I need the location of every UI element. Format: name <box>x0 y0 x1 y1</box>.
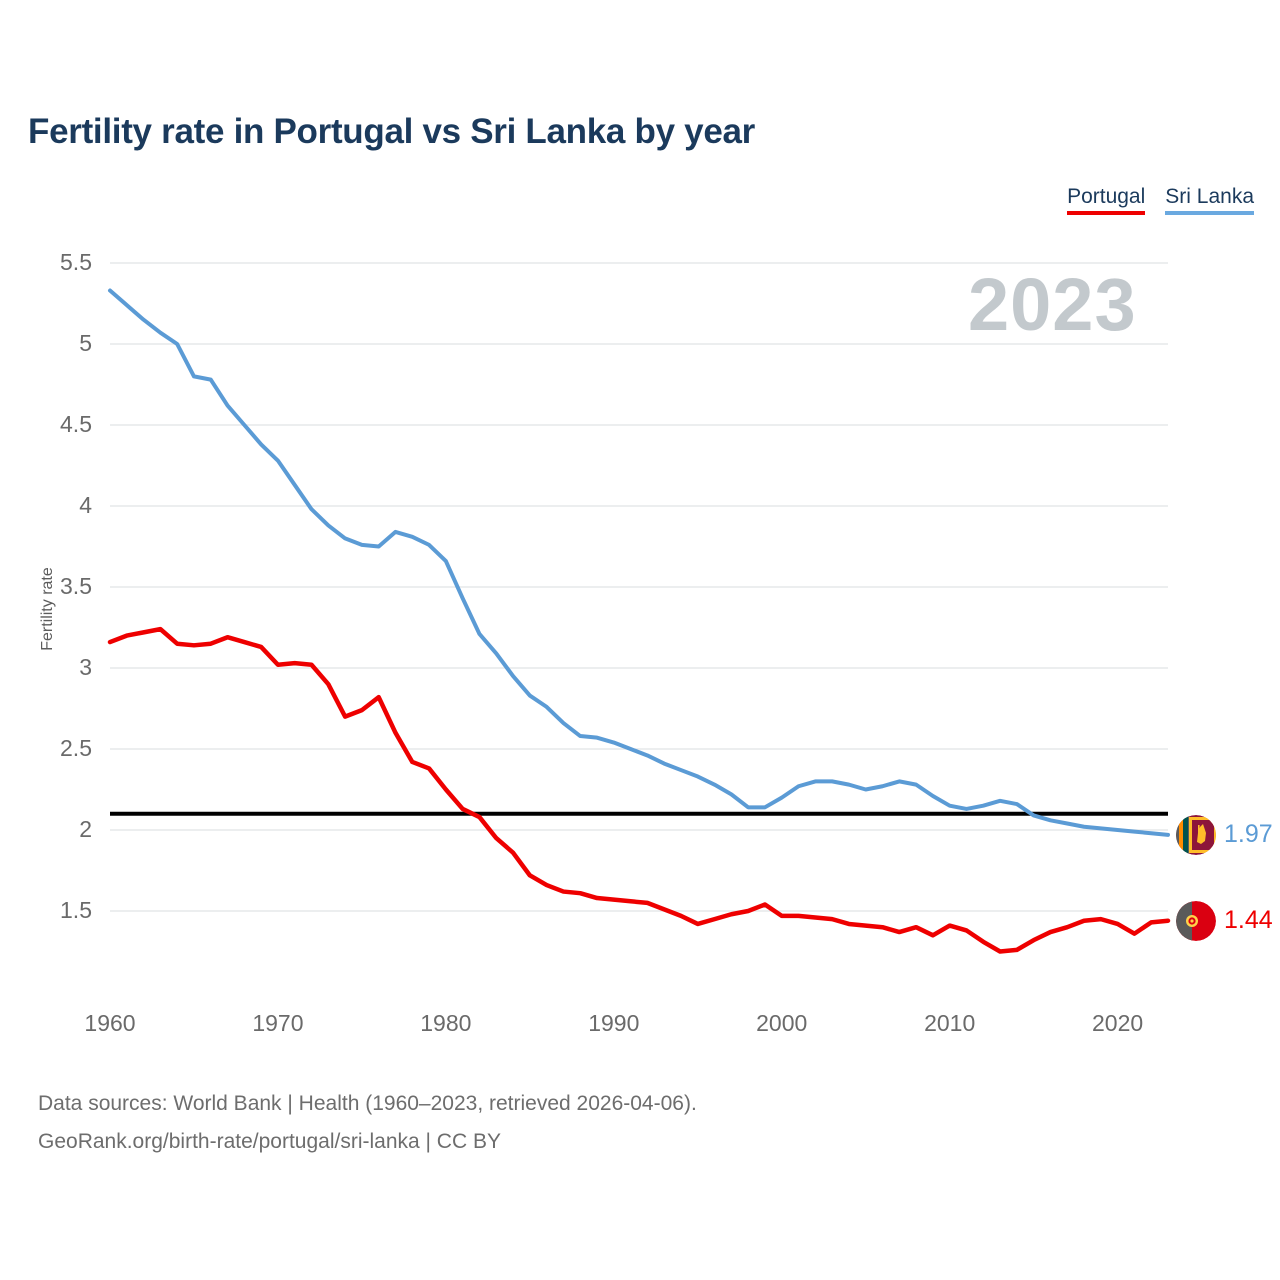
portugal-flag-icon <box>1176 900 1216 941</box>
sri-lanka-flag-icon <box>1176 814 1216 855</box>
legend-item-portugal[interactable]: Portugal <box>1067 184 1146 215</box>
legend: Portugal Sri Lanka <box>1067 184 1254 215</box>
y-axis-tick-label: 2.5 <box>60 735 92 761</box>
page-title: Fertility rate in Portugal vs Sri Lanka … <box>28 112 756 151</box>
footer-line-1: Data sources: World Bank | Health (1960–… <box>38 1092 697 1115</box>
legend-label-portugal: Portugal <box>1067 185 1146 208</box>
watermark-year: 2023 <box>968 263 1137 346</box>
footer-line-2: GeoRank.org/birth-rate/portugal/sri-lank… <box>38 1130 501 1153</box>
x-axis-tick-label: 2000 <box>756 1010 808 1036</box>
endpoint-value-portugal: 1.44 <box>1224 905 1273 934</box>
x-axis-tick-label: 1970 <box>252 1010 304 1036</box>
legend-color-swatch-portugal <box>1067 211 1146 215</box>
y-axis-tick-label: 3.5 <box>60 573 92 599</box>
x-axis-tick-label: 1990 <box>588 1010 640 1036</box>
x-axis-tick-label: 2010 <box>924 1010 976 1036</box>
y-axis-tick-label: 4 <box>79 492 92 518</box>
legend-color-swatch-sri-lanka <box>1165 211 1254 215</box>
footer-attribution: Data sources: World Bank | Health (1960–… <box>38 1085 697 1161</box>
endpoint-value-sri-lanka: 1.97 <box>1224 819 1273 848</box>
x-axis-tick-label: 1960 <box>84 1010 136 1036</box>
series-line-sri-lanka <box>108 288 1170 837</box>
x-axis-tick-label: 2020 <box>1092 1010 1144 1036</box>
legend-label-sri-lanka: Sri Lanka <box>1165 185 1254 208</box>
y-axis-tick-label: 2 <box>79 816 92 842</box>
y-axis-tick-label: 3 <box>79 654 92 680</box>
series-line-portugal <box>107 626 1171 954</box>
y-axis-tick-label: 1.5 <box>60 897 92 923</box>
y-axis-tick-label: 5.5 <box>60 249 92 275</box>
gridlines <box>110 262 1168 912</box>
y-axis-tick-label: 5 <box>79 330 92 356</box>
y-axis-tick-label: 4.5 <box>60 411 92 437</box>
x-axis-tick-label: 1980 <box>420 1010 472 1036</box>
legend-item-sri-lanka[interactable]: Sri Lanka <box>1165 184 1254 215</box>
data-series <box>107 288 1171 954</box>
